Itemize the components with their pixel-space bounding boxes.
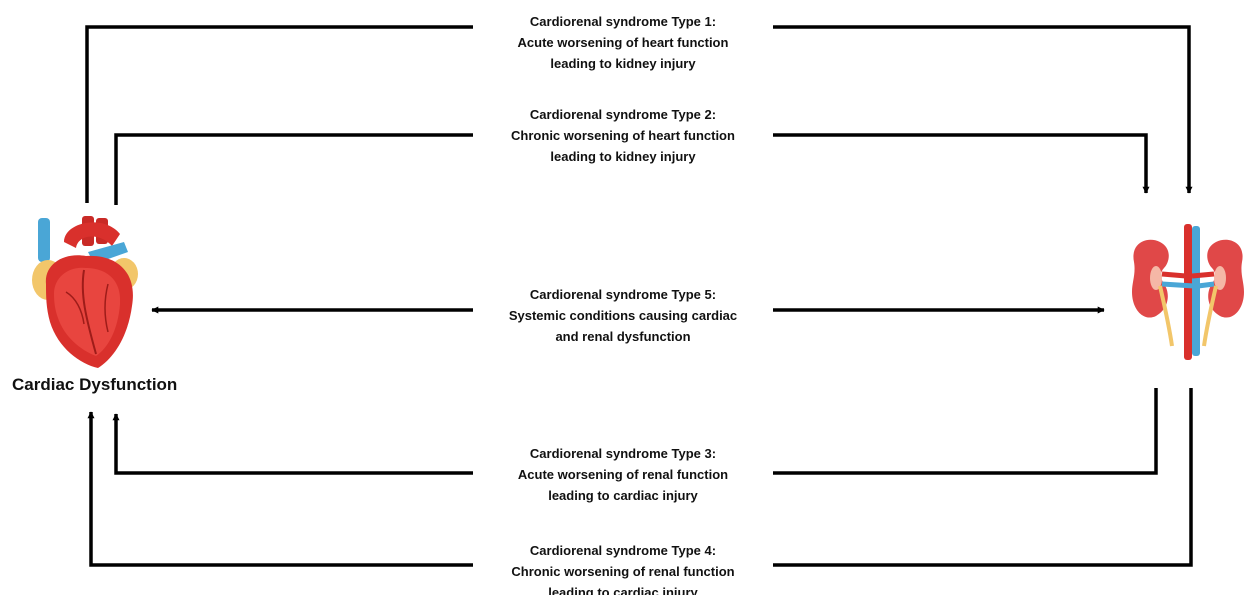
type1-label: Cardiorenal syndrome Type 1: Acute worse…: [473, 11, 773, 74]
type4-line2: Chronic worsening of renal function: [511, 564, 735, 579]
type3-line2: Acute worsening of renal function: [517, 467, 729, 482]
type2-line2: Chronic worsening of heart function: [511, 128, 735, 143]
cardiac-dysfunction-label: Cardiac Dysfunction: [12, 375, 178, 394]
type4-label: Cardiorenal syndrome Type 4: Chronic wor…: [473, 540, 773, 595]
type5-line2: Systemic conditions causing cardiac: [508, 308, 738, 323]
type3-title: Cardiorenal syndrome Type 3:: [529, 446, 717, 461]
type4-line3: leading to cardiac injury: [548, 585, 698, 595]
type1-line2: Acute worsening of heart function: [517, 35, 729, 50]
type1-line3: leading to kidney injury: [550, 56, 696, 71]
type1-title: Cardiorenal syndrome Type 1:: [529, 14, 717, 29]
type5-label: Cardiorenal syndrome Type 5: Systemic co…: [473, 284, 773, 347]
type4-title: Cardiorenal syndrome Type 4:: [529, 543, 717, 558]
type2-title: Cardiorenal syndrome Type 2:: [529, 107, 717, 122]
type5-title: Cardiorenal syndrome Type 5:: [529, 287, 717, 302]
type3-label: Cardiorenal syndrome Type 3: Acute worse…: [473, 443, 773, 506]
type5-line3: and renal dysfunction: [555, 329, 691, 344]
type2-label: Cardiorenal syndrome Type 2: Chronic wor…: [473, 104, 773, 167]
type2-line3: leading to kidney injury: [550, 149, 696, 164]
kidneys-icon: [1132, 224, 1244, 360]
heart-icon: [32, 216, 138, 368]
type3-line3: leading to cardiac injury: [548, 488, 698, 503]
